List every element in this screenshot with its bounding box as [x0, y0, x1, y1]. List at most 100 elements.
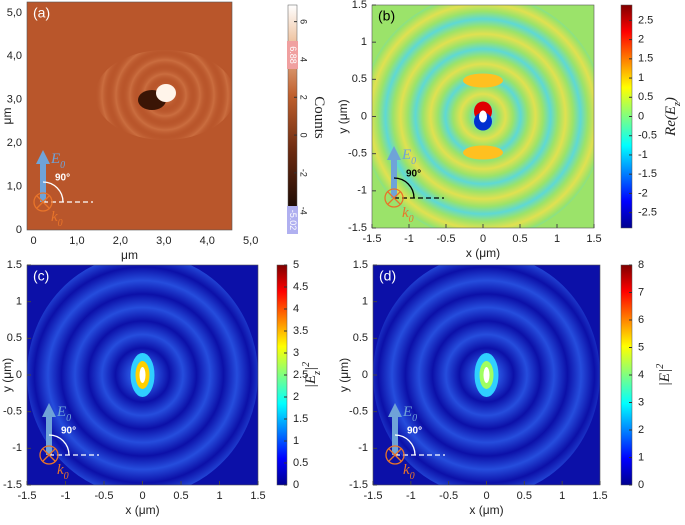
wave-vector-cross — [387, 191, 401, 205]
field-label-part: E — [56, 404, 66, 420]
afm-particle — [156, 84, 176, 102]
colorbar-label-part: |E — [303, 375, 319, 388]
colorbar-label-part: 2 — [301, 362, 312, 367]
colorbar-tick-label: 4.5 — [293, 281, 308, 293]
colorbar-tick-label: 4 — [299, 57, 309, 62]
y-tick-label: 0 — [361, 110, 367, 122]
x-tick-label: 5,0 — [243, 235, 258, 247]
y-tick-label: 1,0 — [7, 180, 22, 192]
colorbar-label-part: z — [312, 371, 323, 376]
panel: (d) -1.5 -1 -0.5 0 0.5 1 1.5 -1.5 -1 -0.5 0 0.5 1 1.5 x… — [337, 259, 674, 517]
wave-label-part: k — [57, 462, 64, 478]
x-axis-label: x (μm) — [466, 246, 500, 260]
angle-arc — [394, 434, 416, 456]
colorbar-label: Counts — [311, 96, 327, 139]
lobe — [463, 145, 503, 160]
x-tick-label: -1 — [61, 490, 71, 502]
panel-label: (c) — [33, 268, 49, 284]
x-tick-label: 4,0 — [200, 235, 215, 247]
colorbar-tick-label: 8 — [638, 259, 644, 271]
colorbar-label-part: z — [672, 102, 683, 107]
panel: (c) -1.5 -1 -0.5 0 0.5 1 1.5 -1.5 -1 -0.5 0 0.5 1 1.5 x… — [0, 259, 323, 517]
x-tick-label: 2,0 — [113, 235, 128, 247]
y-tick-label: 0.5 — [7, 332, 22, 344]
colorbar-label-part: | — [303, 367, 319, 371]
field-arrowhead — [36, 150, 50, 164]
colorbar-tick-label: 5 — [638, 341, 644, 353]
colorbar-limit: 6.88 — [288, 46, 298, 64]
colorbar-label: |Ez|2 — [301, 362, 323, 388]
colorbar-limit: -5.02 — [288, 210, 298, 231]
wave-vector — [384, 188, 404, 208]
colorbar-label-part: |E| — [657, 369, 673, 386]
y-tick-label: 1 — [362, 296, 368, 308]
colorbar-tick-label: 2.5 — [293, 369, 308, 381]
wave-vector — [39, 445, 59, 465]
panel: (b) -1.5 -1 -0.5 0 0.5 1 1.5 -1.5 -1 -0.5 0 0.5 1 1.5 x… — [336, 0, 683, 260]
angle-label: 90° — [407, 426, 422, 437]
colorbar-tick-label: -4 — [299, 207, 309, 215]
field-label-part: 0 — [66, 413, 71, 424]
colorbar-label: |E|2 — [655, 364, 674, 386]
angle-arc — [48, 434, 70, 456]
limit-box — [287, 206, 298, 234]
x-tick-label: -1 — [404, 233, 414, 245]
colorbar-tick-label: 2 — [299, 95, 309, 100]
y-axis-label: y (μm) — [336, 99, 350, 133]
colorbar-label-part: Re(E — [663, 106, 679, 137]
colorbar-tick-label: -2 — [299, 169, 309, 177]
wave-label-part: k — [402, 205, 409, 221]
colorbar-label-part: 2 — [655, 364, 666, 369]
field-label-part: E — [401, 147, 411, 163]
colorbar-tick-label: 0 — [638, 479, 644, 491]
colorbar-tick-label: -2.5 — [638, 207, 657, 219]
colorbar-tick-label: 2 — [293, 391, 299, 403]
x-tick-label: 0.5 — [517, 490, 532, 502]
x-tick-label: -0.5 — [437, 233, 456, 245]
x-tick-label: 0 — [139, 490, 145, 502]
y-tick-label: 1.5 — [7, 259, 22, 271]
colorbar-tick-label: 3 — [638, 396, 644, 408]
field-arrowhead — [388, 403, 402, 417]
angle-label: 90° — [55, 173, 70, 184]
colorbar-label-part: ) — [663, 97, 679, 103]
x-axis-label: μm — [121, 248, 138, 262]
wave-label-part: k — [403, 462, 410, 478]
colorbar-tick-label: 1 — [638, 451, 644, 463]
wave-vector-cross — [42, 448, 56, 462]
colorbar-tick-label: -1 — [638, 149, 648, 161]
x-tick-label: 1,0 — [69, 235, 84, 247]
wave-label-part: 0 — [64, 471, 69, 482]
x-tick-label: -1.5 — [18, 490, 37, 502]
lobe — [463, 73, 503, 88]
field-arrowhead — [42, 403, 56, 417]
angle-label: 90° — [406, 169, 421, 180]
particle — [479, 110, 487, 123]
wave-vector — [33, 192, 53, 212]
wave-label: k0 — [403, 462, 415, 481]
limit-box — [287, 41, 298, 69]
colorbar-tick-label: 5 — [293, 259, 299, 271]
colorbar-tick-label: 2 — [638, 34, 644, 46]
y-tick-label: -1 — [12, 442, 22, 454]
field-label-part: E — [50, 151, 60, 167]
x-tick-label: 1.5 — [250, 490, 265, 502]
y-axis-label: μm — [0, 108, 14, 125]
colorbar-tick-label: 1 — [293, 435, 299, 447]
angle-label: 90° — [61, 426, 76, 437]
field-arrowhead — [387, 146, 401, 160]
x-tick-label: 1.5 — [586, 233, 601, 245]
panel: (a) 0 1,0 2,0 3,0 4,0 5,0 0 1,0 2,0 3,0 4,0 5,0 μm μm -… — [0, 1, 327, 262]
particle — [483, 367, 490, 383]
colorbar-tick-label: 7 — [638, 286, 644, 298]
x-tick-label: -1 — [406, 490, 416, 502]
x-tick-label: 0 — [483, 490, 489, 502]
y-tick-label: 2,0 — [7, 137, 22, 149]
x-tick-label: 0.5 — [512, 233, 527, 245]
y-tick-label: 0 — [16, 224, 22, 236]
y-tick-label: 0 — [362, 369, 368, 381]
colorbar-tick-label: 1.5 — [638, 53, 653, 65]
x-tick-label: 1 — [216, 490, 222, 502]
x-tick-label: 3,0 — [156, 235, 171, 247]
angle-arc — [393, 177, 415, 199]
